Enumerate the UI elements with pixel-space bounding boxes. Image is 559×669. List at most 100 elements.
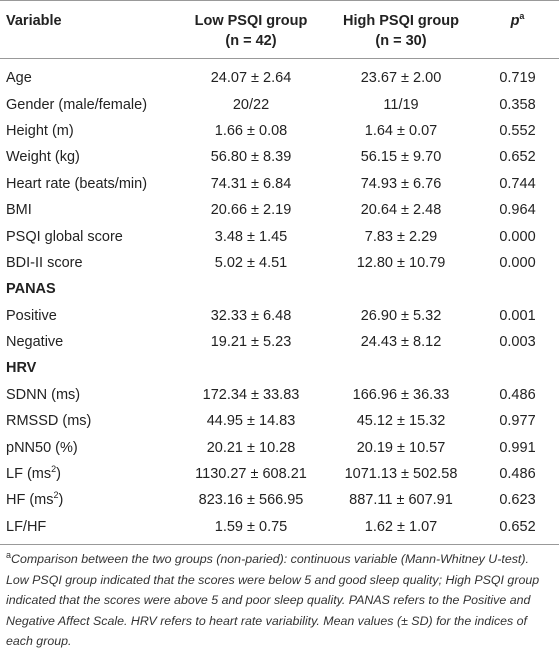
low-cell: 20.66 ± 2.19 (210, 202, 292, 219)
p-cell: 0.977 (499, 413, 536, 430)
table-row: SDNN (ms) 172.34 ± 33.83 166.96 ± 36.33 0.4… (0, 382, 559, 408)
high-cell: 20.64 ± 2.48 (360, 202, 442, 219)
table-row: Weight (kg) 56.80 ± 8.39 56.15 ± 9.70 0.652 (0, 144, 559, 170)
high-cell: 74.93 ± 6.76 (360, 175, 442, 192)
table-row: HF (ms2) 823.16 ± 566.95 887.11 ± 607.91 0.… (0, 487, 559, 513)
header-low: Low PSQI group (n = 42) (176, 1, 326, 59)
high-cell: 1.62 ± 1.07 (364, 518, 438, 535)
table-header: Variable Low PSQI group (n = 42) High PSQ… (0, 0, 559, 59)
header-p-sup: a (519, 11, 525, 22)
variable-label: Age (6, 70, 32, 87)
low-cell: 56.80 ± 8.39 (210, 149, 292, 166)
header-variable: Variable (6, 13, 62, 29)
variable-cell: Negative (0, 329, 176, 355)
p-cell: 0.552 (499, 122, 536, 139)
variable-label: SDNN (ms) (6, 386, 81, 403)
variable-label: Weight (kg) (6, 149, 80, 166)
header-line: (n = 42) (225, 33, 277, 49)
high-cell: 887.11 ± 607.91 (349, 492, 453, 509)
high-cell: 23.67 ± 2.00 (360, 70, 442, 87)
p-cell: 0.991 (499, 439, 536, 456)
high-cell: 20.19 ± 10.57 (356, 439, 446, 456)
p-cell: 0.623 (499, 492, 536, 509)
p-cell: 0.719 (499, 70, 536, 87)
variable-label: RMSSD (ms) (6, 413, 92, 430)
footnote-mark: a (6, 549, 12, 560)
table-row: Age 24.07 ± 2.64 23.67 ± 2.00 0.719 (0, 59, 559, 92)
variable-cell: LF (ms2) (0, 461, 176, 487)
variable-cell: BMI (0, 197, 176, 223)
table-row: HRV (0, 355, 559, 381)
variable-cell: pNN50 (%) (0, 434, 176, 460)
variable-label-tail: ) (56, 466, 61, 483)
variable-cell: LF/HF (0, 514, 176, 545)
table-row: BDI-II score 5.02 ± 4.51 12.80 ± 10.79 0.00… (0, 250, 559, 276)
variable-label: Heart rate (beats/min) (6, 175, 148, 192)
header-p-text: p (510, 13, 520, 29)
variable-label: Negative (6, 334, 64, 351)
header-row: Variable Low PSQI group (n = 42) High PSQ… (0, 0, 559, 59)
table-row: Heart rate (beats/min) 74.31 ± 6.84 74.93 … (0, 171, 559, 197)
variable-cell: Heart rate (beats/min) (0, 171, 176, 197)
footnote: aComparison between the two groups (non-… (0, 545, 559, 652)
header-high: High PSQI group (n = 30) (326, 1, 476, 59)
variable-cell: Gender (male/female) (0, 91, 176, 117)
variable-sup: 2 (51, 464, 57, 475)
table-body: Age 24.07 ± 2.64 23.67 ± 2.00 0.719 Gender (… (0, 59, 559, 545)
high-cell: 1.64 ± 0.07 (364, 122, 438, 139)
p-cell: 0.486 (499, 386, 536, 403)
variable-label-tail: ) (58, 492, 64, 509)
p-cell: 0.486 (499, 466, 536, 483)
low-cell: 5.02 ± 4.51 (214, 254, 288, 271)
low-cell: 1.59 ± 0.75 (214, 518, 288, 535)
header-p: pa (476, 1, 559, 59)
high-cell: 7.83 ± 2.29 (364, 228, 438, 245)
table-row: Height (m) 1.66 ± 0.08 1.64 ± 0.07 0.552 (0, 118, 559, 144)
table-row: Positive 32.33 ± 6.48 26.90 ± 5.32 0.001 (0, 303, 559, 329)
high-cell: 12.80 ± 10.79 (356, 254, 446, 271)
p-cell: 0.744 (499, 175, 536, 192)
table-row: BMI 20.66 ± 2.19 20.64 ± 2.48 0.964 (0, 197, 559, 223)
variable-label: LF/HF (6, 518, 47, 535)
variable-cell: SDNN (ms) (0, 382, 176, 408)
variable-cell: Positive (0, 303, 176, 329)
high-cell: 24.43 ± 8.12 (360, 334, 442, 351)
footnote-text: Comparison between the two groups (non-p… (6, 552, 540, 649)
variable-label: Height (m) (6, 122, 74, 139)
high-cell: 1071.13 ± 502.58 (344, 466, 458, 483)
low-cell: 20/22 (232, 96, 270, 113)
low-cell: 3.48 ± 1.45 (214, 228, 288, 245)
table-page: Variable Low PSQI group (n = 42) High PSQ… (0, 0, 559, 652)
low-cell: 74.31 ± 6.84 (210, 175, 292, 192)
table-row: LF (ms2) 1130.27 ± 608.21 1071.13 ± 502.58… (0, 461, 559, 487)
header-line: (n = 30) (375, 33, 427, 49)
p-cell: 0.964 (499, 202, 536, 219)
table-row: Negative 19.21 ± 5.23 24.43 ± 8.12 0.003 (0, 329, 559, 355)
header-line: Low PSQI group (194, 13, 308, 29)
low-cell: 19.21 ± 5.23 (210, 334, 292, 351)
variable-cell: Weight (kg) (0, 144, 176, 170)
p-cell: 0.652 (499, 518, 536, 535)
data-table: Variable Low PSQI group (n = 42) High PSQ… (0, 0, 559, 545)
variable-cell: HF (ms2) (0, 487, 176, 513)
high-cell: 45.12 ± 15.32 (356, 413, 446, 430)
table-row: PANAS (0, 276, 559, 302)
variable-cell: PSQI global score (0, 223, 176, 249)
variable-label: Positive (6, 307, 57, 324)
variable-sup: 2 (53, 490, 59, 501)
low-cell: 24.07 ± 2.64 (210, 70, 292, 87)
table-row: Gender (male/female) 20/22 11/19 0.358 (0, 91, 559, 117)
variable-cell: BDI-II score (0, 250, 176, 276)
low-cell: 1.66 ± 0.08 (214, 122, 288, 139)
p-cell: 0.652 (499, 149, 536, 166)
p-cell: 0.358 (499, 96, 536, 113)
low-cell: 20.21 ± 10.28 (206, 439, 296, 456)
variable-label: Gender (male/female) (6, 96, 148, 113)
table-row: pNN50 (%) 20.21 ± 10.28 20.19 ± 10.57 0.991 (0, 434, 559, 460)
variable-label: BMI (6, 202, 32, 219)
variable-label: LF (ms (6, 466, 52, 483)
low-cell: 823.16 ± 566.95 (198, 492, 304, 509)
variable-label: BDI-II score (6, 254, 83, 271)
table-row: PSQI global score 3.48 ± 1.45 7.83 ± 2.29 0… (0, 223, 559, 249)
low-cell: 32.33 ± 6.48 (210, 307, 292, 324)
